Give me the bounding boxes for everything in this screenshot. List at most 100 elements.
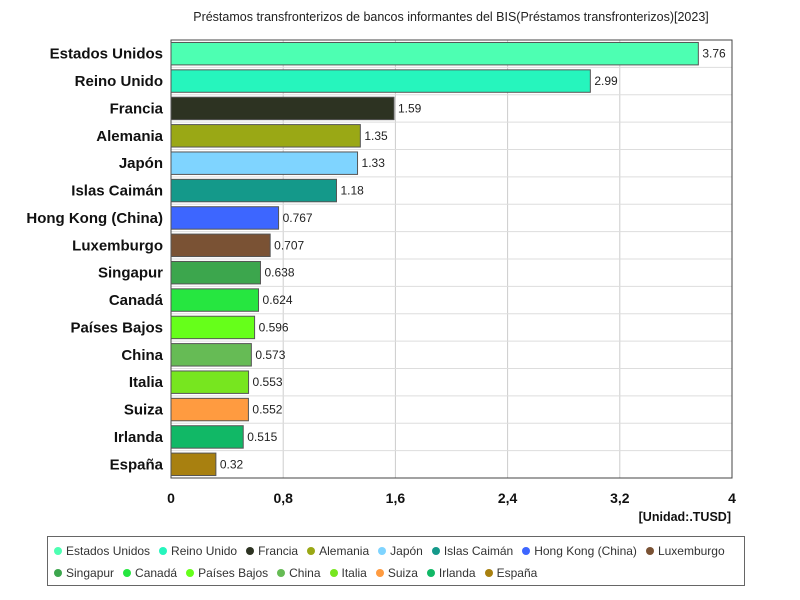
legend-item: Canadá	[123, 565, 177, 581]
category-label: Canadá	[109, 292, 164, 309]
value-label: 3.76	[702, 47, 726, 61]
x-axis-tick-labels: 0 0,8 1,6 2,4 3,2 4	[167, 490, 736, 506]
category-label: Países Bajos	[70, 319, 163, 336]
bar	[170, 69, 591, 93]
legend-marker	[123, 569, 132, 577]
category-label: Francia	[110, 100, 164, 117]
legend-marker	[426, 569, 435, 577]
legend-marker	[246, 547, 255, 555]
legend-item: España	[484, 565, 538, 581]
legend-marker	[54, 547, 62, 555]
legend-label: Países Bajos	[198, 566, 269, 580]
bar	[170, 233, 271, 258]
value-label: 0.553	[253, 375, 283, 389]
bar	[170, 124, 361, 148]
x-tick-label: 4	[728, 490, 736, 506]
value-label: 1.59	[398, 101, 422, 115]
bar	[170, 288, 260, 312]
legend: Estados Unidos Reino Unido Francia Alemania…	[47, 536, 745, 586]
legend-label: Islas Caimán	[443, 544, 514, 558]
unit-label: [Unidad:.TUSD]	[639, 510, 731, 524]
plot-frame	[170, 39, 733, 479]
legend-marker	[484, 569, 493, 577]
bar	[170, 41, 699, 66]
legend-item: Irlanda	[426, 565, 476, 581]
value-label: 0.596	[259, 320, 289, 334]
legend-item: Suiza	[375, 565, 418, 581]
legend-label: China	[289, 566, 321, 580]
legend-item: Luxemburgo	[645, 543, 725, 559]
legend-marker	[159, 547, 168, 555]
category-label: Japón	[119, 155, 163, 172]
value-labels: 3.76 2.99 1.59 1.35 1.33 1.18 0.767 0.707 0.638 0…	[220, 47, 726, 472]
value-label: 0.707	[274, 238, 304, 252]
bar-chart: Préstamos transfronterizos de bancos inf…	[26, 10, 736, 524]
chart-title: Préstamos transfronterizos de bancos inf…	[193, 10, 709, 24]
legend-label: Francia	[258, 544, 299, 558]
category-label: Islas Caimán	[71, 183, 163, 200]
category-label: Irlanda	[114, 429, 164, 446]
category-label: Hong Kong (China)	[26, 210, 163, 227]
legend-item: Francia	[246, 543, 298, 559]
bar	[170, 370, 250, 394]
category-label: Luxemburgo	[72, 237, 163, 254]
legend-marker	[378, 547, 387, 555]
value-label: 2.99	[594, 74, 618, 88]
bar	[170, 96, 395, 121]
legend-marker	[186, 569, 195, 577]
x-tick-label: 3,2	[610, 490, 630, 506]
category-label: Alemania	[96, 128, 163, 145]
legend-label: Irlanda	[438, 566, 476, 580]
category-labels: Estados Unidos Reino Unido Francia Alemania…	[26, 46, 163, 474]
legend-item: Italia	[329, 565, 367, 581]
legend-item: Hong Kong (China)	[522, 543, 637, 559]
legend-label: Singapur	[66, 566, 115, 580]
category-label: Singapur	[98, 265, 163, 282]
bar	[170, 315, 256, 340]
x-tick-label: 1,6	[386, 490, 406, 506]
grid-lines	[171, 40, 732, 478]
bar	[170, 397, 249, 422]
legend-label: Canadá	[135, 566, 178, 580]
legend-label: Luxemburgo	[657, 544, 725, 558]
legend-marker	[329, 569, 338, 577]
legend-label: Alemania	[319, 544, 370, 558]
value-label: 0.573	[255, 348, 285, 362]
legend-item: Reino Unido	[159, 543, 237, 559]
legend-label: Italia	[341, 566, 367, 580]
value-label: 1.18	[340, 184, 364, 198]
x-tick-label: 0	[167, 490, 175, 506]
bars	[170, 41, 699, 477]
legend-marker	[375, 569, 384, 577]
value-label: 0.515	[247, 430, 277, 444]
value-label: 0.624	[263, 293, 293, 307]
value-label: 1.35	[364, 129, 388, 143]
legend-label: Estados Unidos	[66, 544, 151, 558]
legend-marker	[522, 547, 531, 555]
category-label: España	[110, 456, 164, 473]
legend-item: Países Bajos	[186, 565, 268, 581]
legend-label: Reino Unido	[171, 544, 238, 558]
bar	[170, 452, 217, 477]
legend-label: Suiza	[387, 566, 418, 580]
value-label: 0.767	[283, 211, 313, 225]
legend-item: Japón	[378, 543, 423, 559]
legend-marker	[277, 569, 286, 577]
legend-item: Islas Caimán	[431, 543, 514, 559]
legend-item: Singapur	[54, 565, 114, 581]
legend-marker	[307, 547, 316, 555]
bar	[170, 206, 280, 230]
value-label: 0.552	[252, 403, 282, 417]
category-label: Estados Unidos	[50, 46, 163, 63]
bar	[170, 425, 244, 449]
legend-label: Hong Kong (China)	[534, 544, 637, 558]
bar	[170, 151, 359, 175]
category-label: Italia	[129, 374, 164, 391]
legend-label: España	[496, 566, 538, 580]
value-label: 1.33	[362, 156, 386, 170]
bar	[170, 343, 252, 367]
x-tick-label: 2,4	[498, 490, 518, 506]
legend-marker	[431, 547, 440, 555]
category-label: China	[121, 347, 163, 364]
value-label: 0.638	[264, 266, 294, 280]
